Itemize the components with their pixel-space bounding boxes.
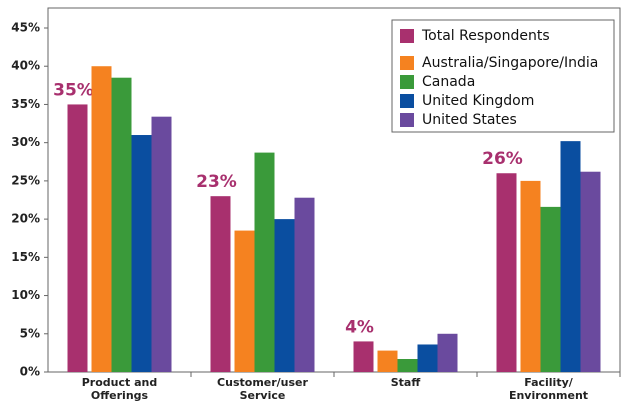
bar bbox=[540, 206, 561, 372]
bar bbox=[496, 173, 517, 372]
legend-label: Australia/Singapore/India bbox=[422, 55, 598, 71]
bar bbox=[397, 359, 418, 372]
bar bbox=[151, 116, 172, 372]
bar bbox=[353, 341, 374, 372]
bar bbox=[417, 344, 438, 372]
legend-label: Total Respondents bbox=[421, 28, 550, 44]
y-tick-label: 30% bbox=[11, 135, 40, 149]
legend-swatch bbox=[400, 75, 414, 89]
legend-swatch bbox=[400, 29, 414, 43]
legend-swatch bbox=[400, 56, 414, 70]
x-tick-label: Staff bbox=[390, 376, 421, 389]
x-tick-label: Customer/user Service bbox=[217, 376, 308, 402]
y-tick-label: 0% bbox=[20, 365, 40, 379]
bar bbox=[560, 141, 581, 372]
bar bbox=[111, 77, 132, 372]
data-label: 26% bbox=[482, 149, 523, 169]
bar bbox=[67, 104, 88, 372]
data-label: 35% bbox=[53, 80, 94, 100]
y-tick-label: 5% bbox=[20, 326, 40, 340]
bar bbox=[437, 333, 458, 372]
y-tick-label: 25% bbox=[11, 173, 40, 187]
bar bbox=[274, 219, 295, 372]
bar bbox=[254, 152, 275, 372]
bar bbox=[520, 180, 541, 372]
legend-swatch bbox=[400, 113, 414, 127]
y-tick-label: 20% bbox=[11, 212, 40, 226]
y-tick-label: 10% bbox=[11, 288, 40, 302]
x-tick-label: Facility/ Environment bbox=[508, 376, 589, 402]
x-tick-label: Product and Offerings bbox=[81, 376, 158, 402]
legend-label: United Kingdom bbox=[422, 93, 534, 109]
legend-label: United States bbox=[422, 112, 517, 128]
y-tick-label: 15% bbox=[11, 250, 40, 264]
bar bbox=[377, 350, 398, 372]
legend-swatch bbox=[400, 94, 414, 108]
legend-box bbox=[391, 19, 615, 133]
y-tick-label: 40% bbox=[11, 59, 40, 73]
bar bbox=[580, 171, 601, 372]
y-tick-label: 45% bbox=[11, 21, 40, 35]
bar bbox=[234, 230, 255, 372]
bar bbox=[131, 135, 152, 372]
legend-label: Canada bbox=[422, 74, 475, 90]
data-label: 23% bbox=[196, 172, 237, 192]
bar bbox=[91, 66, 112, 372]
bar bbox=[210, 196, 231, 372]
y-tick-label: 35% bbox=[11, 97, 40, 111]
bar bbox=[294, 197, 315, 372]
data-label: 4% bbox=[345, 317, 374, 337]
